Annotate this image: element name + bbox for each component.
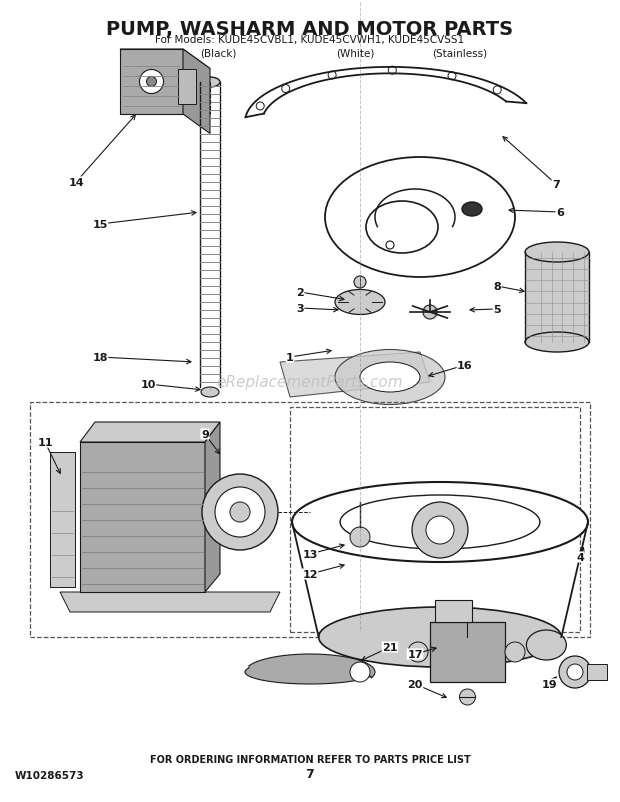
Ellipse shape	[525, 333, 589, 353]
Ellipse shape	[462, 203, 482, 217]
Circle shape	[408, 642, 428, 662]
Bar	[587, 664, 607, 680]
Ellipse shape	[366, 202, 438, 253]
Polygon shape	[80, 443, 205, 592]
Text: 14: 14	[68, 178, 84, 188]
Text: 19: 19	[542, 679, 558, 689]
Text: 5: 5	[493, 305, 501, 314]
Text: 6: 6	[556, 208, 564, 217]
Circle shape	[146, 78, 156, 87]
Text: (Stainless): (Stainless)	[432, 49, 487, 59]
Text: 12: 12	[302, 569, 317, 579]
Circle shape	[412, 502, 468, 558]
Ellipse shape	[340, 496, 540, 549]
Text: PUMP, WASHARM AND MOTOR PARTS: PUMP, WASHARM AND MOTOR PARTS	[107, 20, 513, 39]
Text: 1: 1	[286, 353, 294, 363]
Polygon shape	[120, 50, 183, 115]
Text: 7: 7	[552, 180, 560, 190]
Text: FOR ORDERING INFORMATION REFER TO PARTS PRICE LIST: FOR ORDERING INFORMATION REFER TO PARTS …	[149, 754, 471, 764]
Polygon shape	[120, 50, 210, 70]
Circle shape	[426, 516, 454, 545]
Circle shape	[423, 306, 437, 320]
Text: 7: 7	[306, 767, 314, 780]
Ellipse shape	[319, 607, 561, 667]
Text: 20: 20	[407, 679, 423, 689]
Circle shape	[505, 642, 525, 662]
Circle shape	[459, 689, 476, 705]
Circle shape	[448, 73, 456, 81]
Circle shape	[388, 67, 396, 75]
Text: 8: 8	[493, 282, 501, 292]
Polygon shape	[80, 423, 220, 443]
Ellipse shape	[526, 630, 566, 660]
Bar	[200, 83, 220, 387]
Bar	[178, 70, 196, 105]
Bar	[430, 622, 505, 683]
Text: W10286573: W10286573	[15, 770, 84, 780]
Circle shape	[256, 103, 264, 111]
Bar	[290, 407, 580, 632]
Text: (White): (White)	[336, 49, 374, 59]
Bar	[30, 403, 590, 638]
Ellipse shape	[525, 243, 589, 263]
Circle shape	[281, 86, 290, 93]
Text: 15: 15	[92, 220, 108, 229]
Text: 17: 17	[407, 649, 423, 659]
Polygon shape	[245, 654, 375, 684]
Polygon shape	[205, 423, 220, 592]
Ellipse shape	[335, 350, 445, 405]
Circle shape	[350, 662, 370, 683]
Circle shape	[328, 72, 336, 80]
Text: (Black): (Black)	[200, 49, 236, 59]
Ellipse shape	[201, 387, 219, 398]
Circle shape	[350, 528, 370, 547]
Circle shape	[140, 71, 164, 95]
Circle shape	[230, 502, 250, 522]
Text: For Models: KUDE45CVBL1, KUDE45CVWH1, KUDE45CVSS1: For Models: KUDE45CVBL1, KUDE45CVWH1, KU…	[156, 35, 464, 45]
Ellipse shape	[325, 158, 515, 277]
Polygon shape	[183, 50, 210, 134]
Text: eReplacementParts.com: eReplacementParts.com	[216, 375, 404, 390]
Text: 4: 4	[576, 553, 584, 562]
Ellipse shape	[335, 290, 385, 315]
Bar	[525, 253, 589, 342]
Ellipse shape	[360, 363, 420, 392]
Bar	[435, 600, 472, 622]
Circle shape	[354, 277, 366, 289]
Text: 11: 11	[37, 437, 53, 448]
Polygon shape	[60, 592, 280, 612]
Ellipse shape	[292, 482, 588, 562]
Text: 3: 3	[296, 304, 304, 314]
Text: 2: 2	[296, 288, 304, 298]
Text: 18: 18	[92, 353, 108, 363]
Circle shape	[215, 488, 265, 537]
Text: 16: 16	[457, 361, 473, 371]
Circle shape	[567, 664, 583, 680]
Circle shape	[386, 241, 394, 249]
Circle shape	[202, 475, 278, 550]
Text: 21: 21	[383, 642, 398, 652]
Circle shape	[494, 87, 501, 95]
Ellipse shape	[200, 78, 220, 88]
Polygon shape	[280, 353, 430, 398]
Text: 13: 13	[303, 549, 317, 559]
Circle shape	[559, 656, 591, 688]
Polygon shape	[50, 452, 75, 587]
Text: 9: 9	[201, 429, 209, 439]
Text: 10: 10	[140, 379, 156, 390]
